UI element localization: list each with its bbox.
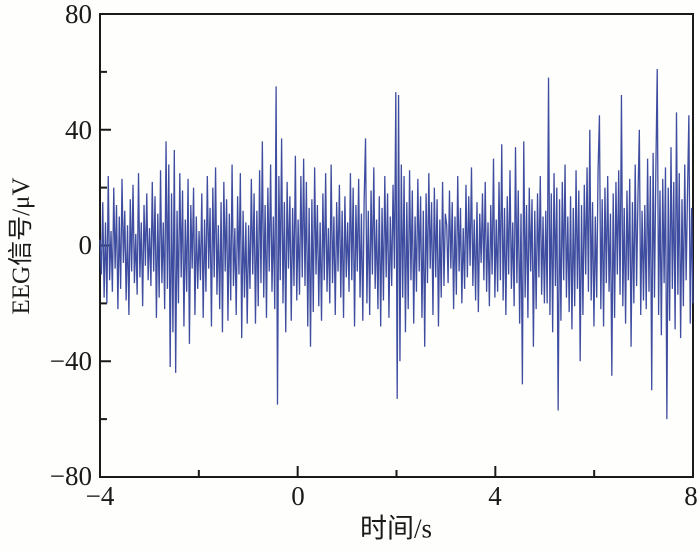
x-tick-label-4: 4 — [488, 481, 502, 511]
y-tick-label-neg40: −40 — [49, 346, 92, 376]
y-tick-label-0: 0 — [78, 230, 93, 260]
x-tick-label-neg4: −4 — [85, 481, 115, 511]
x-tick-label-8: 8 — [684, 481, 698, 511]
x-axis-ticks — [99, 466, 694, 477]
eeg-trace — [99, 68, 694, 420]
y-axis-ticks — [100, 13, 111, 478]
y-axis-label-text: EEG信号/μV — [8, 177, 35, 315]
y-tick-label-neg80: −80 — [49, 461, 92, 491]
x-axis-label: 时间/s — [359, 513, 433, 544]
y-tick-label-40: 40 — [65, 115, 92, 145]
y-tick-label-80: 80 — [65, 0, 92, 29]
plot-area — [99, 13, 694, 478]
x-tick-label-0: 0 — [291, 481, 305, 511]
